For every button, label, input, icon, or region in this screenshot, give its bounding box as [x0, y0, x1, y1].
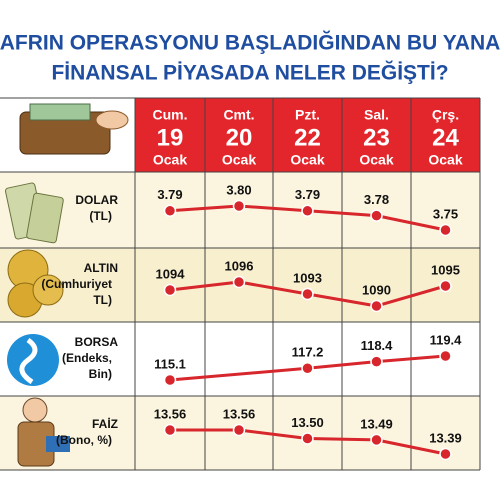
line-segment — [307, 360, 377, 370]
point — [163, 283, 177, 297]
line-segment — [169, 366, 308, 382]
line-segment — [376, 354, 446, 364]
column-day: Sal. — [364, 107, 389, 123]
point — [370, 299, 383, 313]
line-segment — [376, 284, 446, 308]
row-label: TL) — [93, 293, 112, 307]
value-label: 13.50 — [291, 415, 324, 430]
column-month: Ocak — [359, 152, 393, 168]
point — [301, 287, 314, 301]
value-label: 1090 — [362, 282, 391, 297]
column-month: Ocak — [222, 152, 256, 168]
point — [301, 204, 314, 218]
row-label: ALTIN — [84, 261, 118, 275]
column-day: Pzt. — [295, 107, 320, 123]
point — [439, 447, 452, 461]
value-label: 1094 — [156, 266, 186, 281]
line-segment — [169, 280, 240, 292]
value-label: 117.2 — [292, 345, 324, 360]
point — [439, 349, 452, 363]
point — [370, 433, 383, 447]
row-label: FAİZ — [92, 416, 118, 431]
gold-icon — [7, 249, 64, 318]
point — [439, 279, 452, 293]
title-line: FİNANSAL PİYASADA NELER DEĞİŞTİ? — [51, 61, 448, 85]
column-month: Ocak — [290, 152, 324, 168]
column-date: 22 — [294, 124, 321, 151]
point — [439, 223, 452, 237]
line-segment — [376, 214, 446, 232]
line-segment — [238, 428, 308, 440]
point — [232, 199, 246, 213]
row-label: Bin) — [89, 367, 112, 381]
row-label: (TL) — [89, 209, 112, 223]
column-date: 24 — [432, 124, 459, 151]
line-segment — [307, 292, 377, 308]
line-segment — [376, 438, 446, 456]
value-label: 3.79 — [157, 187, 182, 202]
line-segment — [307, 209, 377, 218]
column-date: 23 — [363, 124, 390, 151]
value-label: 3.79 — [295, 187, 320, 202]
point — [232, 423, 246, 437]
value-label: 13.56 — [154, 406, 187, 421]
value-label: 118.4 — [361, 338, 394, 353]
point — [370, 355, 383, 368]
grid — [0, 97, 481, 471]
point — [301, 432, 314, 445]
wallet-icon — [19, 103, 129, 155]
column-date: 19 — [157, 124, 184, 151]
column-month: Ocak — [153, 152, 187, 168]
line-segment — [238, 280, 308, 296]
value-label: 1093 — [293, 270, 322, 285]
row-label: DOLAR — [75, 193, 118, 207]
borsa-logo — [7, 334, 59, 386]
row-label: BORSA — [75, 335, 119, 349]
money-icon — [4, 182, 64, 244]
column-day: Cum. — [153, 107, 188, 123]
title-line: AFRIN OPERASYONU BAŞLADIĞINDAN BU YANA — [0, 31, 500, 55]
line-segment — [307, 436, 377, 442]
column-day: Cmt. — [223, 107, 254, 123]
point — [163, 373, 177, 387]
value-label: 1096 — [225, 258, 254, 273]
column-day: Çrş. — [432, 107, 459, 123]
row-label: (Bono, %) — [56, 433, 112, 447]
man-icon — [17, 397, 70, 467]
point — [163, 204, 177, 218]
point — [232, 275, 246, 289]
row-label: (Endeks, — [62, 351, 112, 365]
point — [163, 423, 177, 437]
value-label: 13.56 — [223, 406, 256, 421]
value-label: 3.75 — [433, 206, 458, 221]
point — [301, 362, 314, 375]
header-band — [135, 98, 480, 172]
value-label: 3.80 — [226, 182, 251, 197]
value-label: 119.4 — [430, 332, 463, 347]
value-label: 13.49 — [360, 416, 393, 431]
point — [370, 209, 383, 222]
line-segment — [169, 204, 240, 213]
line-segment — [238, 204, 308, 213]
value-label: 3.78 — [364, 192, 389, 207]
value-label: 13.39 — [429, 430, 462, 445]
column-date: 20 — [226, 124, 253, 151]
column-month: Ocak — [428, 152, 462, 168]
row-label: (Cumhuriyet — [41, 277, 112, 291]
value-label: 1095 — [431, 262, 460, 277]
value-label: 115.1 — [154, 356, 186, 371]
